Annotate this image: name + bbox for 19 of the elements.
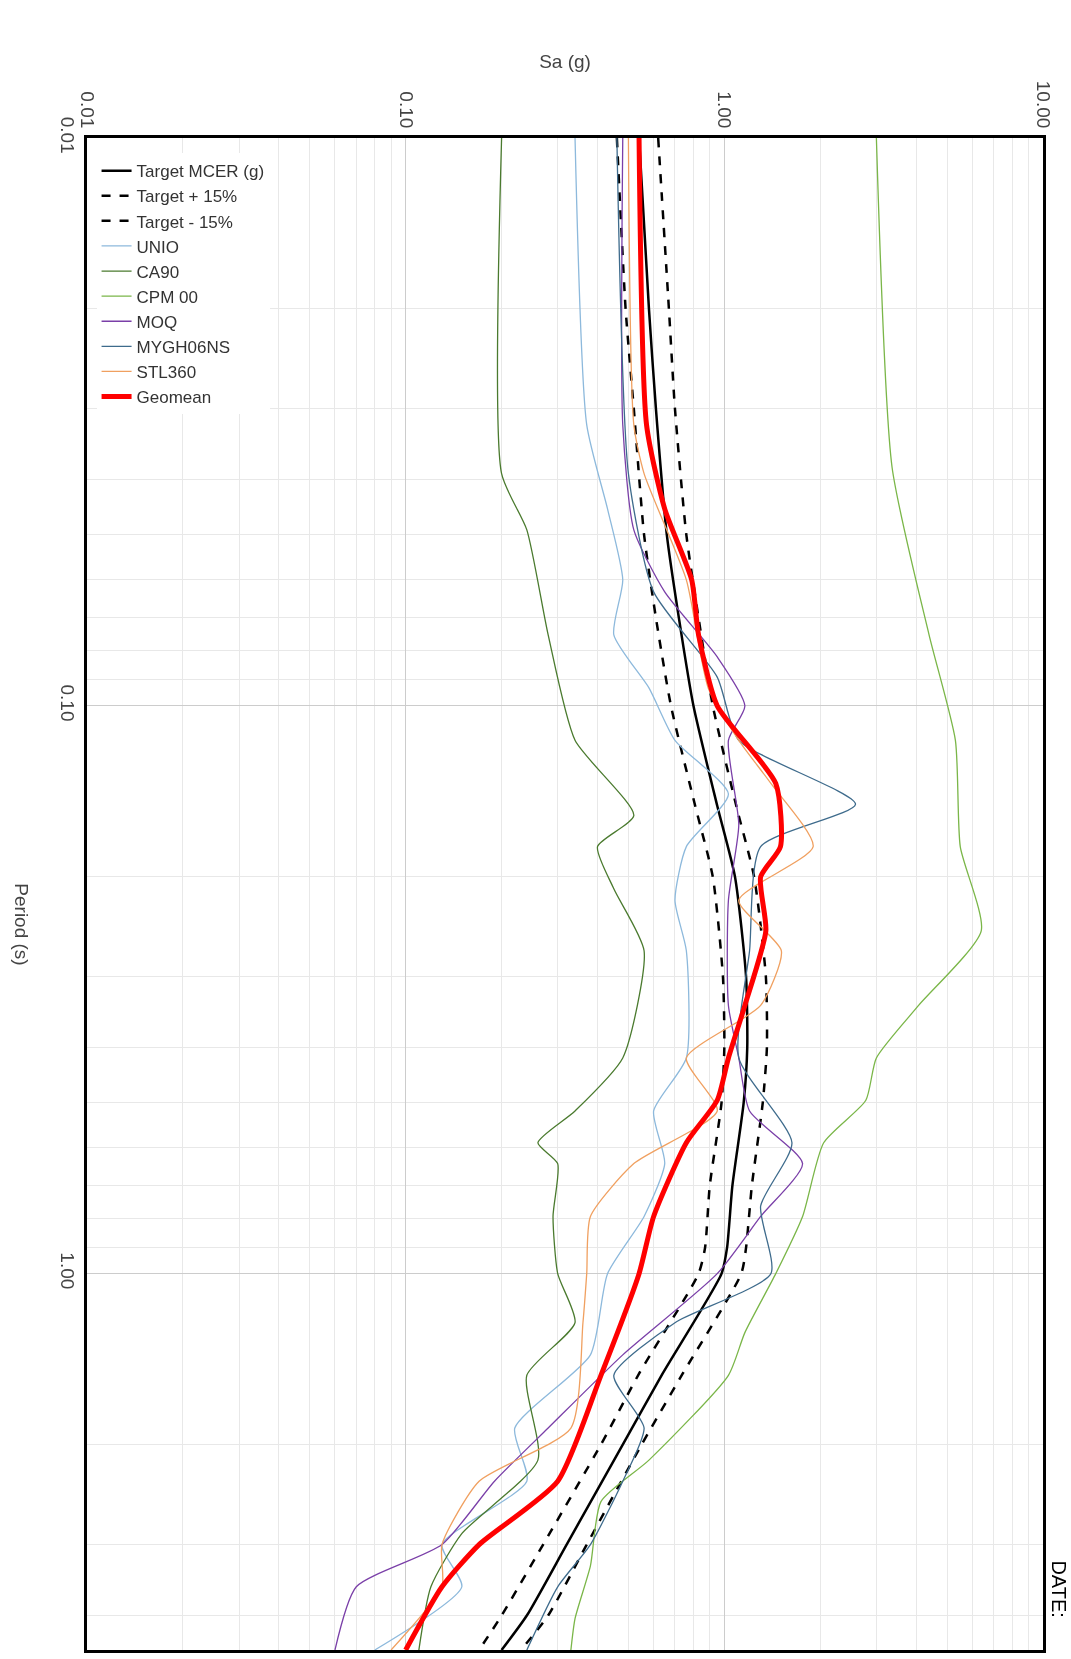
legend-label: MOQ (136, 312, 178, 332)
legend-label: UNIO (136, 237, 180, 257)
legend-label: Target MCER (g) (136, 162, 265, 182)
x-tick-label: 0.10 (395, 91, 417, 129)
legend-label: CA90 (136, 262, 180, 282)
legend-label: MYGH06NS (136, 338, 231, 357)
y-tick-label: 0.01 (57, 116, 79, 154)
y-tick-label: 0.10 (57, 684, 79, 722)
text: DATE: (1048, 1560, 1071, 1618)
legend-label: Geomean (136, 388, 212, 408)
x-axis-title: Sa (g) (539, 50, 591, 72)
legend-label: Target + 15% (136, 187, 238, 207)
x-tick-label: 1.00 (714, 91, 736, 129)
legend-label: Target - 15% (136, 212, 233, 232)
y-axis-title: Period (s) (11, 883, 33, 966)
legend-label: CPM 00 (136, 287, 198, 307)
legend-label: STL360 (136, 363, 197, 383)
x-tick-label: 10.00 (1032, 80, 1054, 129)
y-tick-label: 1.00 (57, 1252, 79, 1290)
